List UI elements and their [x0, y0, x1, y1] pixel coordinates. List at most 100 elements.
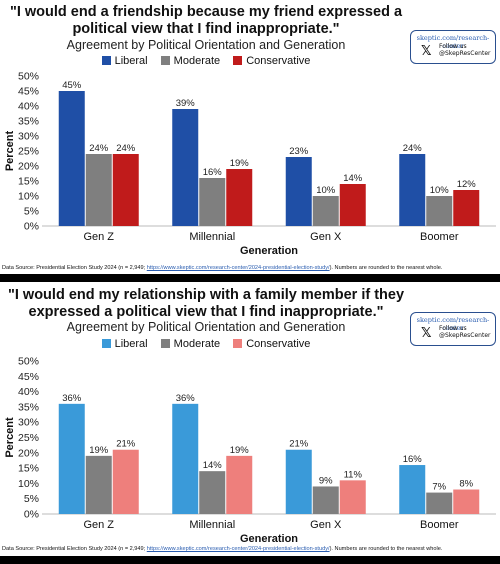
bar-value-label: 9%: [319, 475, 333, 486]
bar-moderate: [85, 455, 112, 514]
y-tick-label: 45%: [18, 86, 39, 98]
legend: Liberal Moderate Conservative: [6, 55, 406, 67]
legend-item-conservative: Conservative: [233, 338, 310, 350]
bar-value-label: 21%: [116, 439, 136, 450]
chart-title: "I would end a friendship because my fri…: [9, 4, 403, 37]
badge-follow: Follow us @SkepResCenter: [439, 43, 491, 57]
bar-value-label: 7%: [432, 482, 446, 493]
legend-label: Conservative: [246, 55, 311, 67]
x-tick-label: Gen Z: [83, 519, 114, 531]
legend-swatch: [160, 56, 170, 65]
bar-value-label: 24%: [403, 143, 423, 154]
bar-moderate: [312, 486, 339, 514]
y-axis-label: Percent: [4, 130, 16, 171]
bar-conservative: [339, 184, 366, 226]
legend-label: Liberal: [114, 338, 148, 350]
y-tick-label: 35%: [18, 401, 39, 413]
bar-value-label: 39%: [176, 98, 196, 109]
bar-moderate: [426, 492, 453, 514]
data-source-note: Data Source: Presidential Election Study…: [2, 265, 443, 271]
bar-moderate: [312, 196, 339, 226]
x-tick-label: Boomer: [420, 231, 459, 243]
legend: Liberal Moderate Conservative: [6, 338, 406, 350]
badge-follow: Follow us @SkepResCenter: [439, 325, 491, 339]
badge-url[interactable]: skeptic.com/research-center: [416, 316, 490, 332]
y-tick-label: 40%: [18, 101, 39, 113]
badge-url[interactable]: skeptic.com/research-center: [416, 34, 490, 50]
bar-conservative: [453, 489, 480, 514]
bar-conservative: [453, 190, 480, 226]
y-tick-label: 0%: [24, 221, 39, 233]
bar-chart-friendship: 0% 5% 10% 15% 20% 25% 30% 35% 40% 45% 50% Percent 45…: [4, 71, 496, 257]
bar-moderate: [199, 178, 226, 226]
source-link[interactable]: https://www.skeptic.com/research-center/…: [146, 546, 330, 552]
legend-label: Moderate: [173, 55, 221, 67]
legend-label: Liberal: [114, 55, 148, 67]
legend-item-liberal: Liberal: [101, 55, 148, 67]
bar-value-label: 12%: [457, 179, 477, 190]
y-axis-label: Percent: [4, 417, 16, 458]
bar-value-label: 14%: [343, 173, 363, 184]
x-tick-label: Gen Z: [83, 231, 114, 243]
bar-value-label: 14%: [203, 460, 223, 471]
y-tick-label: 20%: [18, 161, 39, 173]
y-tick-label: 25%: [18, 432, 39, 444]
x-tick-label: Gen X: [310, 519, 342, 531]
bar-value-label: 16%: [203, 167, 223, 178]
y-tick-label: 15%: [18, 176, 39, 188]
bar-value-label: 24%: [116, 143, 136, 154]
bar-liberal: [172, 403, 199, 514]
legend-swatch: [101, 339, 111, 348]
bar-value-label: 36%: [176, 393, 196, 404]
chart-panel-family: "I would end my relationship with a fami…: [0, 282, 500, 556]
y-tick-label: 5%: [24, 206, 39, 218]
legend-swatch: [233, 339, 243, 348]
x-axis-label: Generation: [240, 245, 298, 257]
bar-value-label: 19%: [89, 445, 109, 456]
x-axis-label: Generation: [240, 533, 298, 545]
social-badge[interactable]: skeptic.com/research-center 𝕏 Follow us @…: [410, 312, 496, 346]
x-tick-label: Millennial: [189, 231, 235, 243]
y-tick-label: 25%: [18, 146, 39, 158]
bar-value-label: 36%: [62, 393, 82, 404]
bar-liberal: [58, 91, 85, 226]
legend-label: Conservative: [246, 338, 311, 350]
bar-value-label: 10%: [316, 185, 336, 196]
chart-subtitle: Agreement by Political Orientation and G…: [66, 38, 346, 52]
legend-item-conservative: Conservative: [233, 55, 310, 67]
y-tick-label: 45%: [18, 371, 39, 383]
bar-value-label: 8%: [459, 479, 473, 490]
bar-value-label: 16%: [403, 454, 423, 465]
legend-swatch: [160, 339, 170, 348]
y-tick-label: 40%: [18, 386, 39, 398]
bar-moderate: [199, 471, 226, 514]
bar-liberal: [285, 157, 312, 226]
x-tick-label: Millennial: [189, 519, 235, 531]
bar-liberal: [285, 449, 312, 514]
legend-item-moderate: Moderate: [160, 55, 221, 67]
y-tick-label: 10%: [18, 478, 39, 490]
x-logo-icon: 𝕏: [421, 44, 432, 59]
chart-panel-friendship: "I would end a friendship because my fri…: [0, 0, 500, 274]
chart-subtitle: Agreement by Political Orientation and G…: [66, 320, 346, 334]
y-tick-label: 30%: [18, 417, 39, 429]
legend-item-moderate: Moderate: [160, 338, 220, 350]
bar-conservative: [112, 449, 139, 514]
y-tick-label: 30%: [18, 131, 39, 143]
bar-liberal: [399, 465, 426, 514]
bar-liberal: [58, 403, 85, 514]
bar-moderate: [426, 196, 453, 226]
bar-value-label: 19%: [230, 445, 250, 456]
bar-value-label: 45%: [62, 80, 82, 91]
y-tick-label: 50%: [18, 71, 39, 83]
bar-chart-family: 0% 5% 10% 15% 20% 25% 30% 35% 40% 45% 50% Percent 36…: [4, 356, 496, 545]
bar-value-label: 24%: [89, 143, 109, 154]
x-tick-label: Boomer: [420, 519, 459, 531]
legend-item-liberal: Liberal: [101, 338, 148, 350]
y-tick-label: 35%: [18, 116, 39, 128]
source-link[interactable]: https://www.skeptic.com/research-center/…: [146, 265, 330, 271]
bar-conservative: [112, 154, 139, 226]
bar-value-label: 19%: [230, 158, 250, 169]
x-logo-icon: 𝕏: [421, 326, 432, 341]
social-badge[interactable]: skeptic.com/research-center 𝕏 Follow us @…: [410, 30, 496, 64]
